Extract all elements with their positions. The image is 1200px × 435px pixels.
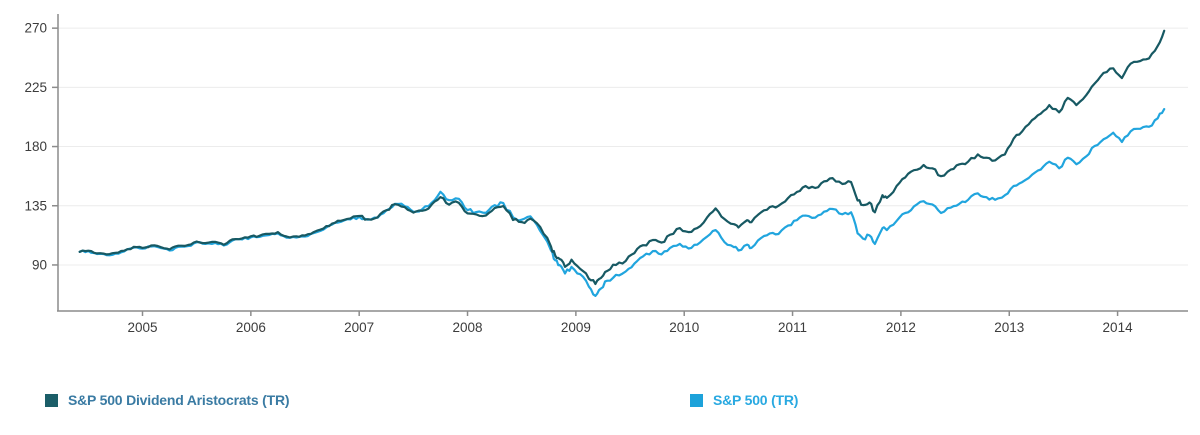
y-axis-label: 180	[24, 139, 47, 154]
x-axis-label: 2009	[561, 320, 591, 335]
y-axis-label: 270	[24, 21, 47, 36]
series-line-sp500	[78, 108, 1166, 297]
x-axis-label: 2005	[127, 320, 157, 335]
x-axis-label: 2008	[453, 320, 483, 335]
x-axis-label: 2012	[886, 320, 916, 335]
y-axis-label: 135	[24, 198, 47, 213]
series-line-dividend-aristocrats	[78, 29, 1166, 286]
x-axis-label: 2011	[778, 320, 807, 335]
chart-legend: S&P 500 Dividend Aristocrats (TR) S&P 50…	[0, 388, 1200, 418]
y-axis-label: 225	[24, 80, 47, 95]
legend-swatch-sp500-icon	[690, 393, 703, 407]
legend-label-sp500: S&P 500 (TR)	[713, 392, 799, 408]
x-axis-label: 2006	[236, 320, 266, 335]
x-axis-label: 2007	[344, 320, 374, 335]
x-axis-label: 2010	[669, 320, 699, 335]
legend-item-dividend-aristocrats: S&P 500 Dividend Aristocrats (TR)	[45, 392, 290, 408]
y-axis-label: 90	[32, 257, 47, 272]
x-axis-label: 2014	[1103, 320, 1134, 335]
performance-chart-svg: 90 135 180 225 270 2005 2006 2007 2008 2009 2010 20…	[24, 14, 1188, 335]
x-axis-label: 2013	[994, 320, 1024, 335]
legend-label-dividend-aristocrats: S&P 500 Dividend Aristocrats (TR)	[68, 392, 290, 408]
chart-area: 90 135 180 225 270 2005 2006 2007 2008 2009 2010 20…	[24, 14, 1188, 335]
legend-item-sp500: S&P 500 (TR)	[690, 392, 798, 408]
legend-swatch-dividend-aristocrats-icon	[45, 393, 58, 407]
